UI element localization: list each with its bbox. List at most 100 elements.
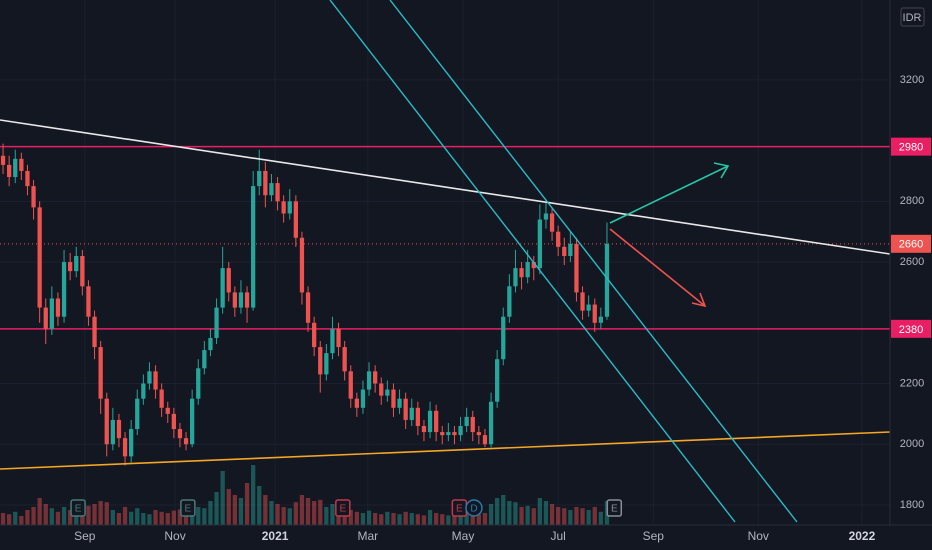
currency: IDR xyxy=(903,12,922,24)
up-arrow xyxy=(609,162,730,224)
candle-body xyxy=(482,435,488,445)
volume-bar xyxy=(98,501,103,525)
candle-body xyxy=(238,292,244,308)
volume-bar xyxy=(141,513,146,525)
volume-bar xyxy=(74,513,79,525)
volume-bar xyxy=(257,486,262,525)
volume-bar xyxy=(409,513,414,525)
candle-body xyxy=(251,186,256,308)
x-tick-label: May xyxy=(452,529,475,543)
volume-bar xyxy=(403,511,408,525)
volume-bar xyxy=(37,498,42,525)
volume-bar xyxy=(360,513,366,525)
volume-bar xyxy=(574,507,579,525)
candle-body xyxy=(458,426,463,436)
price-axis xyxy=(890,0,932,550)
event-badge xyxy=(70,499,86,517)
volume-bar xyxy=(537,498,542,525)
candle-body xyxy=(165,407,170,414)
volume-bar xyxy=(0,513,6,525)
x-tick-label: Jul xyxy=(550,529,565,543)
volume-bar xyxy=(391,513,396,525)
y-tick-label: 2200 xyxy=(900,377,924,389)
volume-bar xyxy=(580,508,585,525)
volume-bar xyxy=(122,507,128,525)
candle-body xyxy=(568,243,573,256)
candle-body xyxy=(92,316,97,348)
y-tick-label: 3200 xyxy=(900,74,924,86)
volume-bar xyxy=(519,507,524,525)
candle-body xyxy=(153,371,158,390)
volume-bar xyxy=(452,516,457,525)
volume-bar xyxy=(397,514,402,525)
volume-bar xyxy=(549,504,555,525)
candle-body xyxy=(74,255,79,272)
volume-bar xyxy=(476,514,481,525)
event-label: E xyxy=(611,504,618,515)
support-line xyxy=(0,431,891,470)
candle-body xyxy=(141,383,146,399)
candle-body xyxy=(348,371,353,399)
volume-bar xyxy=(458,514,463,525)
candle-body xyxy=(7,164,12,178)
volume-bar xyxy=(214,492,219,525)
volume-bar xyxy=(568,510,573,525)
volume-bar xyxy=(330,504,335,525)
candle-body xyxy=(80,255,85,287)
volume-bar xyxy=(232,495,237,525)
candle-body xyxy=(171,413,176,430)
candle-body xyxy=(403,398,408,420)
candle-body xyxy=(287,201,292,214)
volume-bar xyxy=(562,508,567,525)
volume-bar xyxy=(25,510,30,525)
volume-bar xyxy=(525,505,530,525)
candle-body xyxy=(537,219,542,269)
candle-body xyxy=(293,201,298,238)
candle-body xyxy=(434,410,439,433)
volume-bar xyxy=(446,515,451,525)
candle-body xyxy=(13,158,18,178)
event-badge xyxy=(606,499,623,517)
volume-bar xyxy=(275,504,280,525)
volume-bar xyxy=(269,501,274,525)
candle-body xyxy=(226,268,231,293)
x-tick-label: 2022 xyxy=(849,529,876,543)
candle-body xyxy=(507,286,512,317)
candle-body xyxy=(543,213,549,220)
volume-bar xyxy=(312,501,317,525)
candle-body xyxy=(37,207,42,308)
candle-body xyxy=(604,243,610,317)
candle-body xyxy=(190,398,195,445)
volume-bar xyxy=(244,483,250,525)
candle-body xyxy=(366,371,372,390)
candle-body xyxy=(446,432,451,436)
volume-bar xyxy=(592,507,597,525)
candle-body xyxy=(202,350,207,369)
volume-bar xyxy=(586,510,591,525)
trend-line xyxy=(0,119,891,255)
volume-bar xyxy=(183,511,189,525)
volume-bar xyxy=(196,507,201,525)
candle-body xyxy=(373,371,378,384)
volume-bar xyxy=(177,509,183,525)
candle-body xyxy=(61,262,67,317)
volume-bar xyxy=(208,501,213,525)
candle-body xyxy=(257,170,262,187)
candle-body xyxy=(305,292,311,323)
candle-body xyxy=(43,307,48,329)
candle-body xyxy=(122,438,128,457)
candle-body xyxy=(385,389,390,396)
event-label: E xyxy=(185,504,192,515)
candle-body xyxy=(55,298,61,317)
volume-bar xyxy=(92,504,97,525)
candle-body xyxy=(470,416,475,433)
candle-body xyxy=(220,268,225,308)
volume-bar xyxy=(379,514,384,525)
volume-bar xyxy=(110,510,115,525)
level-label-box xyxy=(891,234,931,253)
volume-bar xyxy=(440,514,445,525)
y-tick-label: 2000 xyxy=(900,438,924,450)
